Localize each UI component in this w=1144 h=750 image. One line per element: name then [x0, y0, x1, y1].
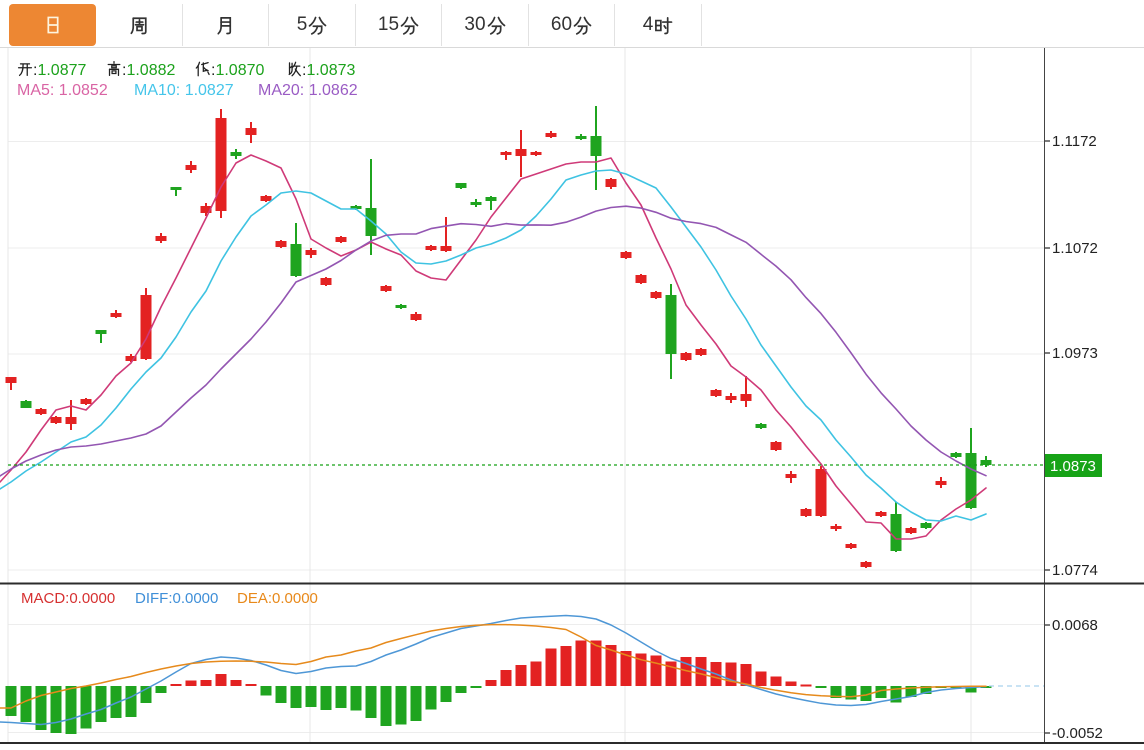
svg-text:0.0068: 0.0068 — [1052, 617, 1098, 634]
svg-text:1.0873: 1.0873 — [1050, 458, 1096, 475]
svg-text:1.1072: 1.1072 — [1052, 240, 1098, 257]
svg-text:-0.0052: -0.0052 — [1052, 725, 1103, 742]
svg-text:1.0774: 1.0774 — [1052, 562, 1098, 579]
svg-text:1.0973: 1.0973 — [1052, 345, 1098, 362]
svg-text:1.1172: 1.1172 — [1052, 133, 1097, 150]
